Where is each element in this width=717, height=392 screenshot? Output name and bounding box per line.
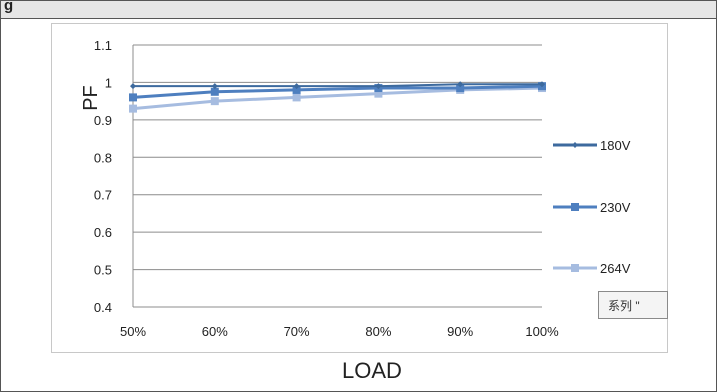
x-axis-title: LOAD [342,358,402,383]
y-tick-label: 0.4 [94,300,112,315]
y-tick-labels: 0.4 0.5 0.6 0.7 0.8 0.9 1 1.1 [94,38,112,315]
legend-marker-180V [572,142,578,148]
data-point-230V [129,93,137,102]
y-tick-label: 0.7 [94,188,112,203]
y-tick-label: 0.6 [94,225,112,240]
x-tick-label: 90% [447,324,473,339]
legend-label: 180V [600,138,631,153]
data-point-180V [539,81,545,88]
y-tick-label: 0.9 [94,113,112,128]
x-tick-labels: 50% 60% 70% 80% 90% 100% [120,324,559,339]
data-series [129,81,546,113]
header-text: g [4,0,14,14]
data-point-264V [129,104,137,113]
data-point-264V [210,97,219,106]
x-tick-label: 100% [525,324,559,339]
legend: 180V 230V 264V [553,138,631,276]
header-strip: g [1,0,716,19]
y-tick-label: 1 [105,75,112,90]
data-point-180V [293,83,300,90]
series-line-264V [132,86,543,111]
x-tick-label: 70% [284,324,310,339]
y-tick-label: 0.5 [94,263,112,278]
x-tick-label: 60% [202,324,228,339]
data-point-180V [457,81,464,88]
gridlines [132,44,542,308]
legend-label: 264V [600,261,631,276]
legend-label: 230V [600,200,631,215]
y-tick-label: 1.1 [94,38,112,53]
y-tick-label: 0.8 [94,150,112,165]
data-point-264V [292,93,301,102]
legend-marker-230V [571,203,579,211]
series-line-230V [132,84,543,99]
series-line-180V [133,83,542,88]
legend-marker-264V [571,264,579,272]
data-point-180V [211,83,218,90]
data-point-230V [210,87,219,96]
data-point-180V [375,83,382,90]
series-tooltip: 系列 " [598,291,668,319]
x-tick-label: 50% [120,324,146,339]
x-tick-label: 80% [365,324,391,339]
chart-area [51,23,668,353]
data-point-264V [374,89,383,98]
data-point-230V [456,84,465,93]
y-axis-title: PF [80,85,102,111]
data-point-180V [130,83,136,90]
data-point-230V [292,85,301,94]
